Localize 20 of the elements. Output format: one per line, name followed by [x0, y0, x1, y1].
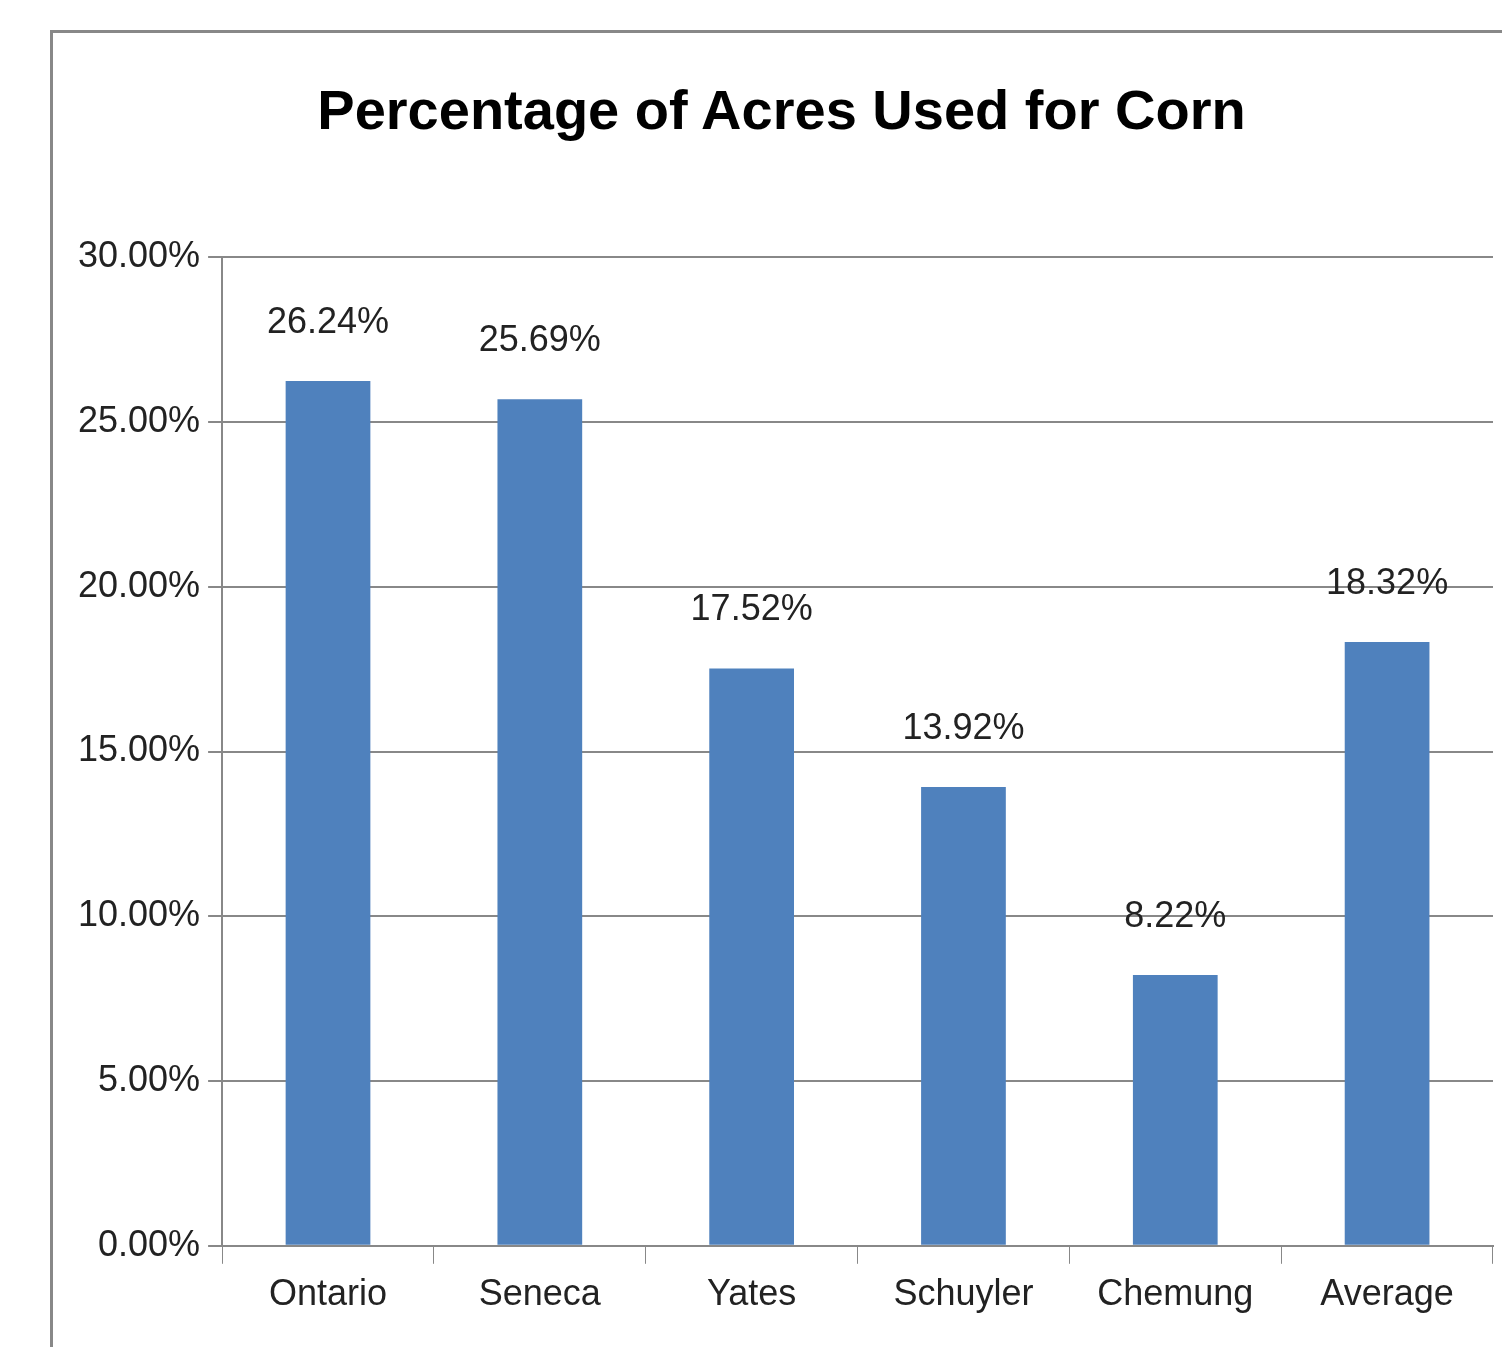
x-tick-label: Ontario	[268, 1272, 388, 1314]
y-tick-label: 0.00%	[98, 1222, 201, 1264]
chart-title: Percentage of Acres Used for Corn	[317, 78, 1246, 142]
x-tick-label: Seneca	[478, 1272, 602, 1314]
y-tick-label: 15.00%	[77, 728, 201, 770]
y-tick-label: 25.00%	[77, 398, 201, 440]
data-label: 8.22%	[1124, 893, 1227, 935]
x-tick-label: Yates	[706, 1272, 797, 1314]
y-tick-label: 20.00%	[77, 563, 201, 605]
data-label: 17.52%	[690, 587, 813, 629]
data-label: 13.92%	[902, 706, 1025, 748]
y-tick-label: 10.00%	[77, 893, 201, 935]
data-label: 18.32%	[1326, 561, 1449, 603]
y-tick-label: 5.00%	[98, 1057, 201, 1099]
y-tick-label: 30.00%	[77, 234, 201, 276]
x-tick-label: Average	[1320, 1272, 1454, 1314]
x-tick-label: Chemung	[1097, 1272, 1254, 1314]
data-label: 26.24%	[266, 300, 390, 342]
data-label: 25.69%	[478, 318, 601, 360]
x-tick-label: Schuyler	[893, 1272, 1034, 1314]
